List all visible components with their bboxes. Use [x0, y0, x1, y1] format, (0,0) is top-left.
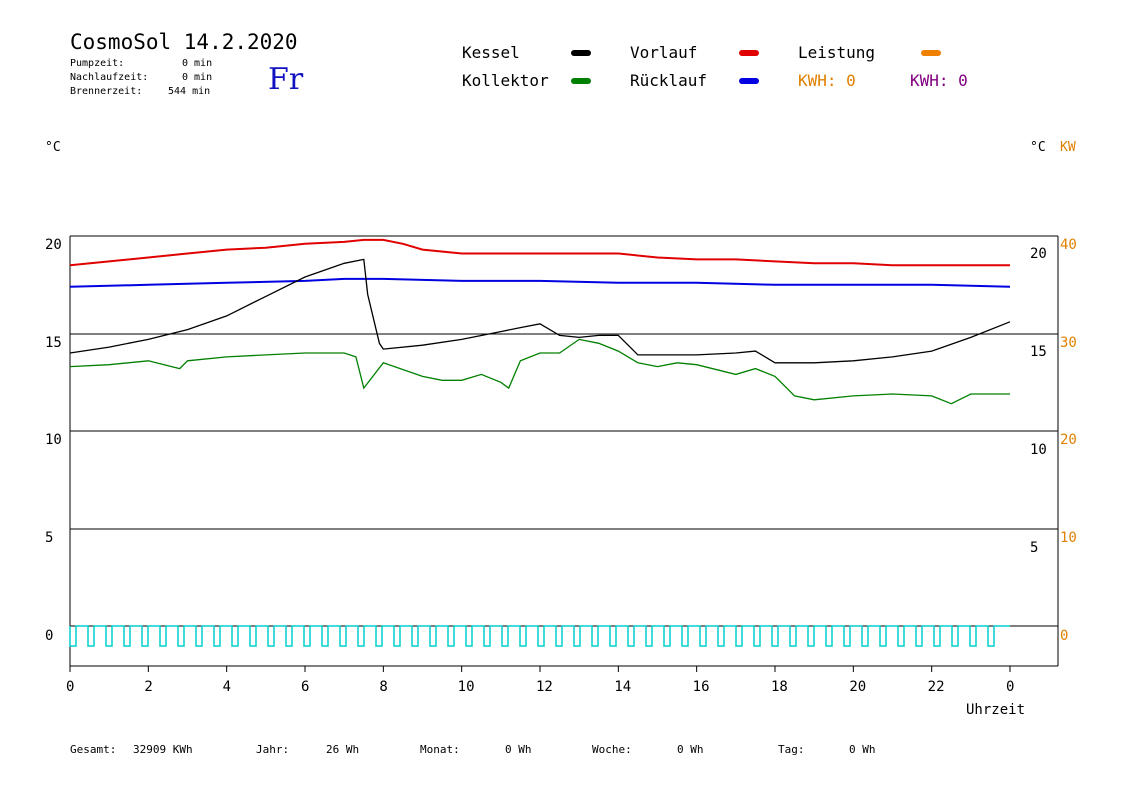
x-tick-label: 12	[536, 679, 553, 695]
legend-leistung-swatch	[921, 50, 941, 56]
pump-signal-line	[69, 625, 1010, 647]
y-tick-label-right: 5	[1030, 540, 1038, 556]
legend-kollektor-swatch	[571, 78, 591, 84]
legend-ruecklauf-swatch	[739, 78, 759, 84]
month-label: Monat:	[420, 743, 460, 756]
left-axis-unit: °C	[45, 140, 61, 155]
overrun-time-value: 0 min	[182, 72, 213, 83]
x-tick-label: 22	[928, 679, 945, 695]
month-value: 0 Wh	[505, 743, 532, 756]
x-tick-label: 8	[379, 679, 387, 695]
legend-vorlauf-label: Vorlauf	[630, 43, 698, 62]
y-tick-label-left: 5	[45, 530, 53, 546]
legend-kollektor-label: Kollektor	[462, 71, 549, 90]
x-tick-label: 0	[1006, 679, 1014, 695]
day-value: 0 Wh	[849, 743, 876, 756]
y-tick-label-kw: 10	[1060, 530, 1077, 546]
legend-kessel-swatch	[571, 50, 591, 56]
burner-time-label: Brennerzeit:	[70, 86, 143, 97]
x-tick-label: 0	[66, 679, 74, 695]
right-axis-unit-kw: KW	[1060, 140, 1076, 155]
day-label: Tag:	[778, 743, 805, 756]
year-label: Jahr:	[256, 743, 290, 756]
year-value: 26 Wh	[326, 743, 360, 756]
y-tick-label-left: 15	[45, 335, 62, 351]
y-tick-label-right: 10	[1030, 442, 1047, 458]
pump-time-label: Pumpzeit:	[70, 58, 125, 69]
y-tick-label-right: 15	[1030, 344, 1047, 360]
x-tick-label: 16	[693, 679, 710, 695]
x-tick-label: 4	[223, 679, 231, 695]
legend-kessel-label: Kessel	[462, 43, 520, 62]
series-line-kessel	[69, 258, 1011, 364]
x-tick-label: 20	[849, 679, 866, 695]
total-label: Gesamt:	[70, 743, 117, 756]
series-line-kollektor	[69, 338, 1010, 405]
y-tick-label-left: 20	[45, 237, 62, 253]
legend-vorlauf-swatch	[739, 50, 759, 56]
y-tick-label-kw: 40	[1060, 237, 1077, 253]
y-tick-label-kw: 30	[1060, 335, 1077, 351]
weekday-label: Fr	[268, 62, 304, 97]
y-tick-label-kw: 0	[1060, 628, 1068, 644]
overrun-time-label: Nachlaufzeit:	[70, 72, 149, 83]
series-line-vorlauf	[69, 238, 1010, 267]
legend-leistung-label: Leistung	[798, 43, 876, 62]
y-tick-label-right: 20	[1030, 246, 1047, 262]
total-value: 32909 KWh	[133, 743, 193, 756]
x-tick-label: 14	[614, 679, 631, 695]
right-axis-unit: °C	[1030, 140, 1046, 155]
pump-time-value: 0 min	[182, 58, 213, 69]
x-axis-label: Uhrzeit	[966, 702, 1025, 718]
y-tick-label-left: 10	[45, 432, 62, 448]
x-tick-label: 10	[458, 679, 475, 695]
y-tick-label-left: 0	[45, 628, 53, 644]
series-line-ruecklauf	[69, 277, 1011, 288]
x-tick-label: 18	[771, 679, 788, 695]
y-tick-label-kw: 20	[1060, 432, 1077, 448]
legend-ruecklauf-label: Rücklauf	[630, 71, 708, 90]
week-label: Woche:	[592, 743, 632, 756]
burner-time-value: 544 min	[168, 86, 211, 97]
app-title: CosmoSol 14.2.2020	[70, 30, 298, 54]
week-value: 0 Wh	[677, 743, 704, 756]
legend-kwh-burner: KWH: 0	[910, 71, 968, 90]
x-tick-label: 2	[144, 679, 152, 695]
legend-kwh-solar: KWH: 0	[798, 71, 856, 90]
x-tick-label: 6	[301, 679, 309, 695]
